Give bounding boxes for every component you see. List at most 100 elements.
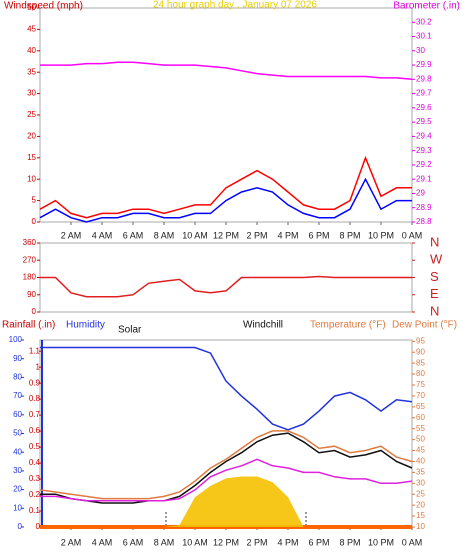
y-tick-label: 30 [27, 89, 36, 98]
y-tick-label: 0 [32, 307, 37, 316]
y3-tick-label: 0.2 [29, 490, 41, 499]
y-tick-label: 270 [23, 255, 37, 264]
x-tick-label: 6 AM [123, 537, 144, 547]
legend-label: Dew Point (°F) [392, 320, 457, 331]
x-tick-label: 10 PM [368, 230, 394, 240]
y2-tick-label: 30 [416, 478, 425, 487]
y2-tick-label: E [430, 286, 439, 301]
legend-label: Temperature (°F) [310, 320, 386, 331]
x-tick-label: 12 PM [213, 537, 239, 547]
x-tick-label: 10 AM [182, 230, 208, 240]
y-tick-label: 60 [13, 410, 22, 419]
y2-tick-label: 30.1 [416, 32, 432, 41]
x-tick-label: 6 PM [308, 230, 329, 240]
y2-tick-label: 29.6 [416, 103, 432, 112]
line [40, 458, 413, 502]
y2-tick-label: 29.8 [416, 74, 432, 83]
y2-tick-label: 35 [416, 467, 425, 476]
y2-tick-label: 29.7 [416, 89, 432, 98]
y-tick-label: 50 [13, 429, 22, 438]
y2-tick-label: 29.9 [416, 60, 432, 69]
y3-tick-label: 1.1 [29, 346, 41, 355]
y-tick-label: 0 [18, 522, 23, 531]
line [40, 61, 413, 81]
y-tick-label: 70 [13, 391, 22, 400]
y-tick-label: 10 [13, 503, 22, 512]
y2-tick-label: 80 [416, 369, 425, 378]
y2-tick-label: 28.9 [416, 203, 432, 212]
y2-tick-label: 29 [416, 189, 425, 198]
x-tick-label: 4 PM [277, 537, 298, 547]
y2-tick-label: 29.3 [416, 146, 432, 155]
y2-axis-label: Barometer (.in) [393, 1, 460, 12]
y-tick-label: 20 [27, 132, 36, 141]
y2-tick-label: 90 [416, 347, 425, 356]
x-tick-label: 6 AM [123, 230, 144, 240]
x-tick-label: 0 AM [402, 537, 423, 547]
y2-tick-label: 29.5 [416, 117, 432, 126]
legend-label: Solar [118, 325, 142, 336]
y-tick-label: 40 [13, 447, 22, 456]
y2-tick-label: 29.2 [416, 160, 432, 169]
y2-tick-label: S [430, 269, 439, 284]
x-tick-label: 2 AM [61, 537, 82, 547]
wind-panel [39, 7, 413, 223]
y-tick-label: 90 [27, 290, 36, 299]
x-tick-label: 8 PM [339, 230, 360, 240]
x-tick-label: 8 AM [154, 230, 175, 240]
x-tick-label: 12 PM [213, 230, 239, 240]
y2-tick-label: 10 [416, 522, 425, 531]
y2-tick-label: 60 [416, 413, 425, 422]
x-tick-label: 4 AM [92, 537, 113, 547]
y2-tick-label: 29.1 [416, 174, 432, 183]
y3-tick-label: 0.5 [29, 442, 41, 451]
x-tick-label: 4 PM [277, 230, 298, 240]
y-tick-label: 180 [23, 273, 37, 282]
y3-tick-label: 0.3 [29, 474, 41, 483]
y2-tick-label: 25 [416, 489, 425, 498]
x-tick-label: 2 AM [61, 230, 82, 240]
y2-tick-label: N [430, 303, 439, 318]
line [40, 275, 412, 298]
legend-label: Rainfall (.in) [2, 320, 55, 331]
y-axis-label: Windspeed (mph) [4, 1, 83, 12]
x-tick-label: 6 PM [308, 537, 329, 547]
y3-tick-label: 0 [36, 522, 41, 531]
y2-tick-label: 85 [416, 358, 425, 367]
legend-label: Windchill [243, 320, 283, 331]
y2-tick-label: 70 [416, 391, 425, 400]
y3-tick-label: 0.7 [29, 410, 41, 419]
y-tick-label: 10 [27, 174, 36, 183]
y-tick-label: 5 [32, 196, 37, 205]
y-tick-label: 80 [13, 373, 22, 382]
y2-tick-label: 45 [416, 446, 425, 455]
y2-tick-label: W [430, 252, 443, 267]
y2-tick-label: 30.2 [416, 17, 432, 26]
y2-tick-label: 40 [416, 457, 425, 466]
x-tick-label: 4 AM [92, 230, 113, 240]
y2-tick-label: 15 [416, 511, 425, 520]
y2-tick-label: 30 [416, 46, 425, 55]
x-tick-label: 10 PM [368, 537, 394, 547]
y-tick-label: 360 [23, 238, 37, 247]
x-tick-label: 2 PM [246, 230, 267, 240]
line [40, 432, 413, 504]
x-tick-label: 0 AM [402, 230, 423, 240]
y3-tick-label: 0.6 [29, 426, 41, 435]
line [39, 430, 413, 500]
y2-tick-label: 95 [416, 336, 425, 345]
y-tick-label: 90 [13, 354, 22, 363]
x-tick-label: 8 PM [339, 537, 360, 547]
x-tick-label: 10 AM [182, 537, 208, 547]
x-tick-label: 2 PM [246, 537, 267, 547]
y2-tick-label: 65 [416, 402, 425, 411]
y2-tick-label: N [430, 234, 439, 249]
legend-label: Humidity [66, 320, 105, 331]
y-tick-label: 35 [27, 67, 36, 76]
y3-tick-label: 0.8 [29, 394, 41, 403]
y-tick-label: 50 [27, 3, 36, 12]
line [40, 346, 413, 431]
line [39, 155, 412, 219]
area [40, 476, 412, 527]
